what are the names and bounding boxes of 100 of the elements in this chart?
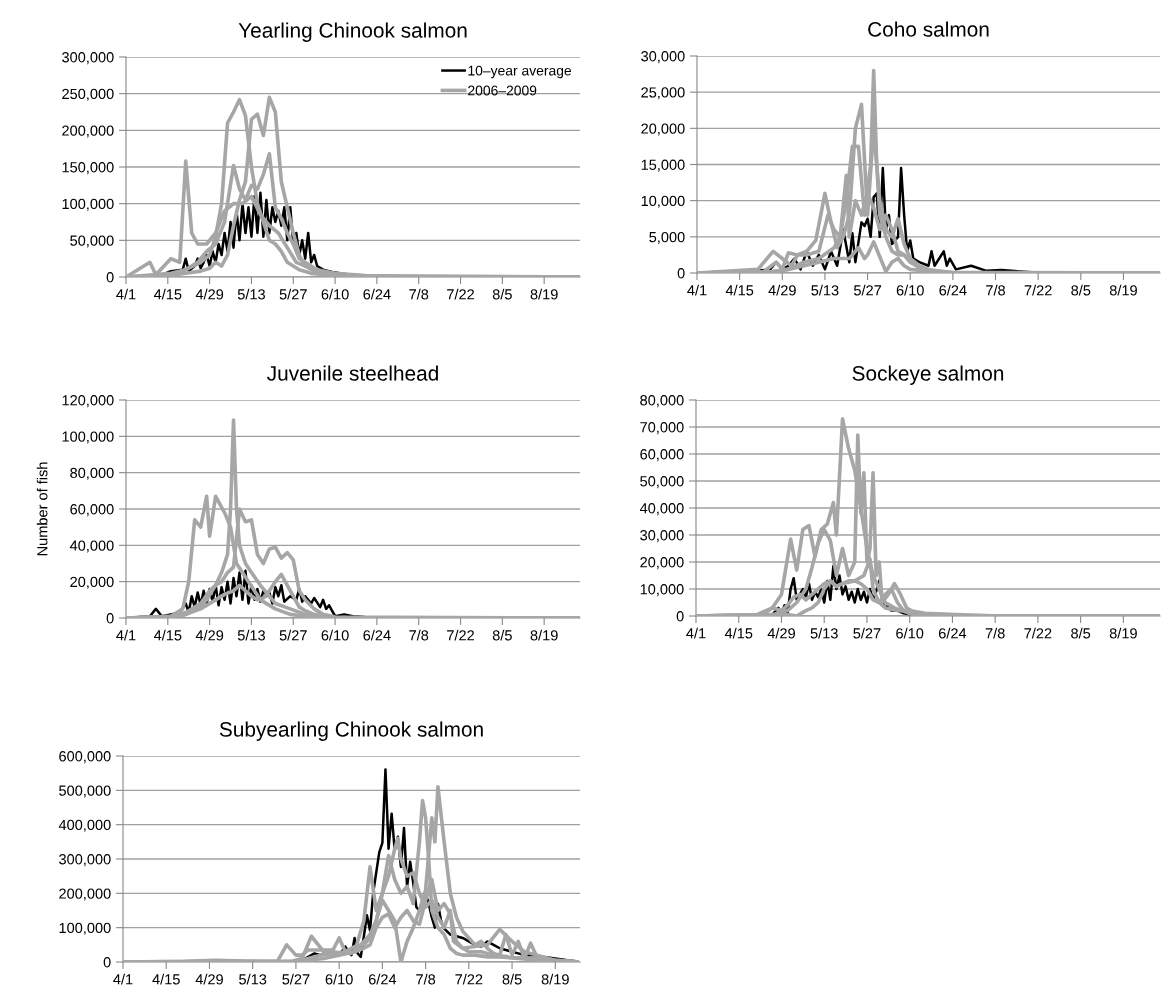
chart-title: Yearling Chinook salmon: [238, 22, 467, 42]
x-tick-label: 5/13: [237, 629, 265, 641]
x-tick-label: 4/15: [153, 629, 182, 641]
x-tick-label: 6/24: [363, 629, 391, 641]
y-tick-label: 100,000: [59, 922, 111, 935]
y-tick-label: 50,000: [640, 476, 684, 489]
x-tick-label: 4/15: [724, 627, 753, 639]
y-tick-label: 0: [106, 613, 114, 624]
x-tick-label: 5/13: [810, 627, 838, 639]
y-tick-label: 300,000: [59, 854, 111, 867]
x-tick-label: 8/5: [492, 288, 512, 300]
x-tick-label: 7/22: [1024, 284, 1052, 296]
y-tick-label: 30,000: [641, 51, 685, 64]
x-tick-label: 4/29: [768, 284, 796, 296]
legend-label: 2006–2009: [468, 85, 537, 96]
y-tick-label: 600,000: [59, 751, 111, 764]
x-tick-label: 4/1: [116, 288, 136, 300]
chart-title: Juvenile steelhead: [267, 365, 438, 381]
x-tick-label: 4/15: [725, 284, 754, 296]
y-tick-label: 500,000: [59, 785, 111, 798]
y-tick-label: 25,000: [641, 87, 685, 100]
x-tick-label: 8/19: [1109, 627, 1137, 639]
x-tick-label: 6/10: [896, 284, 924, 296]
x-tick-label: 4/15: [153, 288, 182, 300]
x-tick-label: 5/27: [853, 284, 882, 296]
x-tick-label: 5/27: [279, 629, 307, 641]
x-tick-label: 6/24: [363, 288, 391, 300]
chart-title: Coho salmon: [868, 21, 989, 37]
x-tick-label: 6/24: [368, 973, 397, 985]
y-tick-label: 10,000: [640, 584, 684, 597]
y-tick-label: 70,000: [640, 422, 684, 435]
x-tick-label: 7/22: [447, 629, 474, 641]
x-tick-label: 5/13: [237, 288, 265, 300]
x-tick-label: 4/15: [152, 973, 180, 985]
x-tick-label: 5/13: [811, 284, 839, 296]
y-tick-label: 0: [677, 268, 685, 279]
x-tick-label: 4/1: [687, 284, 707, 296]
chart-title: Sockeye salmon: [852, 365, 1004, 385]
y-tick-label: 10,000: [641, 195, 685, 208]
y-tick-label: 300,000: [62, 52, 114, 65]
chart-title: Subyearling Chinook salmon: [219, 721, 483, 741]
y-tick-label: 200,000: [59, 888, 111, 901]
x-tick-label: 7/22: [447, 288, 474, 300]
y-tick-label: 30,000: [640, 530, 684, 543]
x-tick-label: 7/8: [409, 288, 429, 300]
x-tick-label: 4/1: [116, 629, 136, 641]
x-tick-label: 8/5: [1071, 627, 1091, 639]
x-tick-label: 8/19: [1109, 284, 1137, 296]
y-tick-label: 20,000: [641, 123, 685, 136]
x-tick-label: 6/10: [321, 288, 349, 300]
x-tick-label: 8/19: [530, 629, 558, 641]
x-tick-label: 6/24: [938, 627, 967, 639]
y-tick-label: 15,000: [641, 159, 685, 172]
y-tick-label: 50,000: [70, 235, 114, 248]
y-tick-label: 150,000: [62, 162, 114, 175]
y-tick-label: 100,000: [62, 431, 114, 444]
x-tick-label: 4/1: [113, 973, 133, 985]
y-tick-label: 0: [103, 957, 111, 968]
x-tick-label: 8/5: [1071, 284, 1091, 296]
x-tick-label: 7/22: [455, 973, 483, 985]
x-tick-label: 4/29: [195, 629, 224, 641]
x-tick-label: 6/24: [939, 284, 967, 296]
x-tick-label: 5/27: [279, 288, 307, 300]
x-tick-label: 7/8: [986, 284, 1006, 296]
x-tick-label: 7/22: [1024, 627, 1052, 639]
y-tick-label: 400,000: [58, 819, 111, 832]
y-tick-label: 100,000: [62, 198, 114, 211]
x-tick-label: 7/8: [416, 973, 436, 985]
y-tick-label: 0: [676, 611, 684, 622]
x-tick-label: 4/29: [195, 973, 223, 985]
y-tick-label: 0: [106, 272, 114, 283]
y-tick-label: 250,000: [62, 88, 114, 101]
x-tick-label: 6/10: [321, 629, 349, 641]
x-tick-label: 4/29: [767, 627, 795, 639]
x-tick-label: 5/13: [239, 973, 267, 985]
x-tick-label: 4/1: [686, 627, 706, 639]
x-tick-label: 8/5: [492, 629, 512, 641]
y-axis-title: Number of fish: [36, 462, 48, 556]
x-tick-label: 4/29: [195, 288, 224, 300]
x-tick-label: 7/8: [409, 629, 429, 641]
y-tick-label: 80,000: [640, 395, 684, 408]
y-tick-label: 20,000: [640, 557, 684, 570]
y-tick-label: 60,000: [70, 504, 114, 517]
x-tick-label: 5/27: [282, 973, 310, 985]
x-tick-label: 7/8: [985, 627, 1005, 639]
x-tick-label: 6/10: [325, 973, 353, 985]
y-tick-label: 20,000: [70, 576, 114, 589]
y-tick-label: 40,000: [639, 503, 684, 516]
y-tick-label: 200,000: [62, 125, 114, 138]
y-tick-label: 5,000: [649, 231, 685, 244]
x-tick-label: 5/27: [853, 627, 881, 639]
x-tick-label: 8/19: [541, 973, 569, 985]
x-tick-label: 8/19: [530, 288, 558, 300]
x-tick-label: 6/10: [896, 627, 924, 639]
y-tick-label: 120,000: [62, 395, 114, 408]
legend-label: 10–year average: [468, 65, 572, 79]
y-tick-label: 80,000: [70, 467, 114, 480]
y-tick-label: 60,000: [640, 449, 684, 462]
x-tick-label: 8/5: [502, 973, 522, 985]
y-tick-label: 40,000: [69, 540, 114, 553]
